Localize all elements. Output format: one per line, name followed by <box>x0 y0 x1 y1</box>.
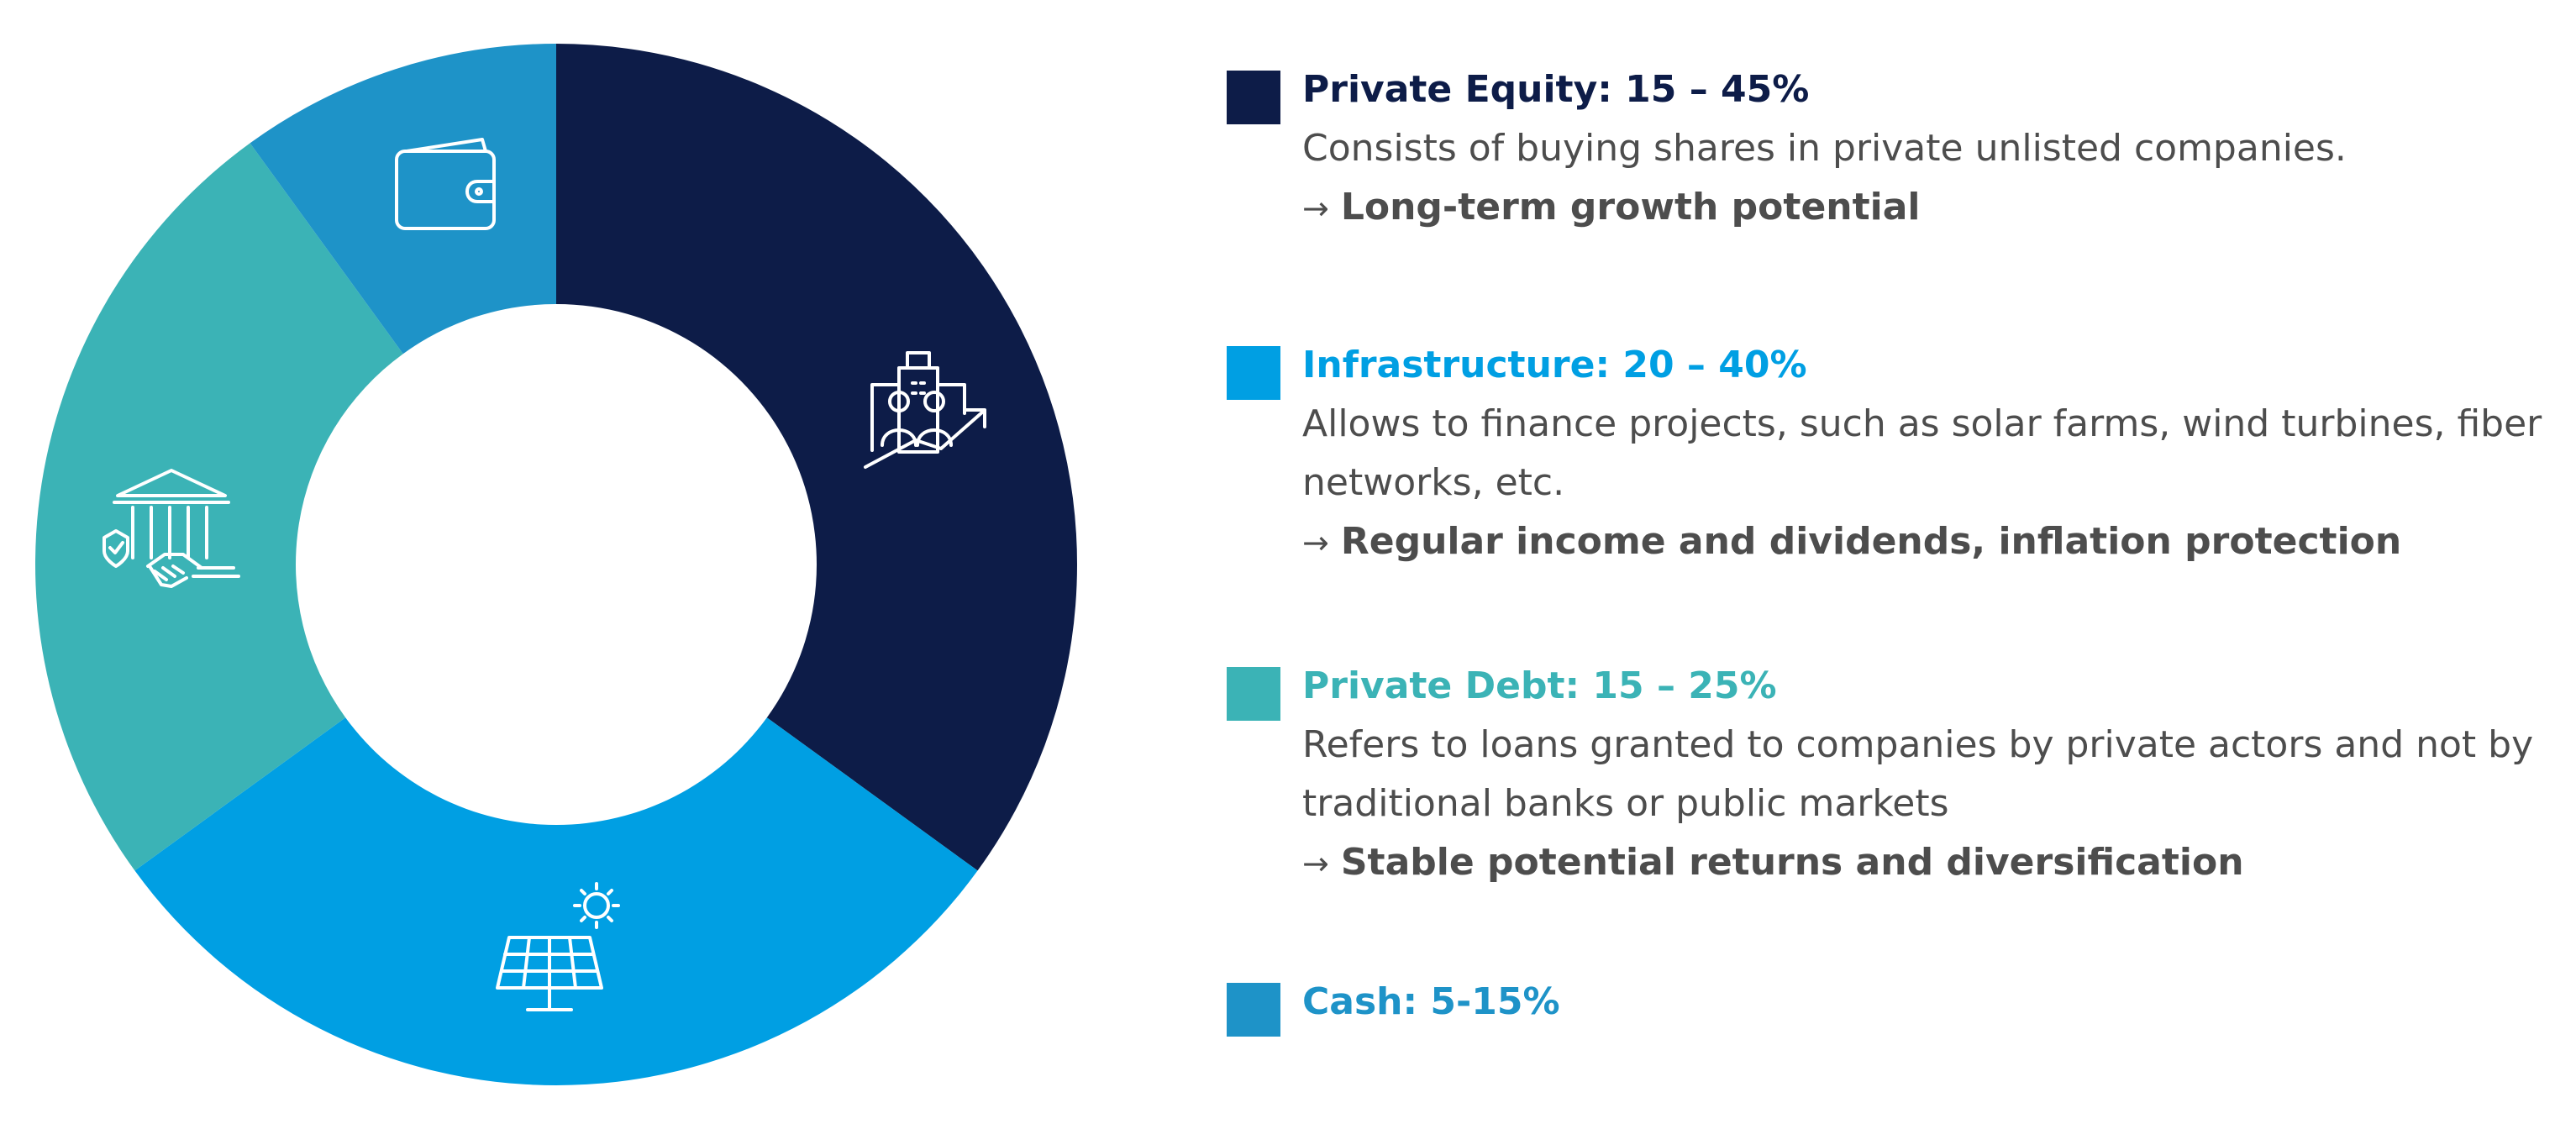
benefit-text: Long-term growth potential <box>1340 186 1921 228</box>
donut-chart <box>34 44 1077 1085</box>
benefit-text: Stable potential returns and diversifica… <box>1340 841 2244 884</box>
wallet-icon <box>395 138 496 230</box>
arrow-icon: → <box>1302 524 1329 561</box>
arrow-icon: → <box>1302 845 1329 882</box>
arrow-icon: → <box>1302 190 1329 227</box>
solar-panel-icon <box>496 882 620 1011</box>
legend-benefit: → Stable potential returns and diversifi… <box>1302 833 2576 893</box>
legend-benefit: → Long-term growth potential <box>1302 178 2576 238</box>
donut-slice <box>250 44 556 354</box>
legend-description: Consists of buying shares in private unl… <box>1302 127 2347 170</box>
legend-swatch <box>1227 667 1280 721</box>
legend-description: Allows to finance projects, such as sola… <box>1302 402 2542 504</box>
legend-title: Private Debt: 15 – 25% <box>1302 664 1777 707</box>
donut-slice <box>134 717 978 1085</box>
donut-slices <box>34 44 1077 1085</box>
legend-swatch <box>1227 983 1280 1037</box>
bank-handshake-icon <box>103 469 240 588</box>
legend-title: Private Equity: 15 – 45% <box>1302 68 1810 111</box>
legend-swatch <box>1227 71 1280 124</box>
donut-slice <box>556 44 1077 871</box>
benefit-text: Regular income and dividends, inflation … <box>1340 520 2402 563</box>
legend-benefit: → Regular income and dividends, inflatio… <box>1302 512 2576 572</box>
building-growth-icon <box>864 351 986 469</box>
legend-swatch <box>1227 346 1280 400</box>
legend-title: Cash: 5-15% <box>1302 980 1560 1023</box>
legend-description: Refers to loans granted to companies by … <box>1302 723 2534 825</box>
legend-title: Infrastructure: 20 – 40% <box>1302 344 1807 386</box>
donut-slice <box>34 143 403 871</box>
